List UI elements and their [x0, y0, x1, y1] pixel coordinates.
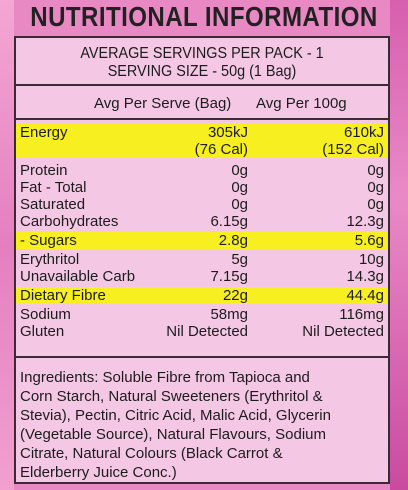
serving-size: SERVING SIZE - 50g (1 Bag) — [107, 63, 297, 80]
ingredients-text: Ingredients: Soluble Fibre from Tapioca … — [20, 369, 331, 481]
row-value-per-100g: 10g — [358, 251, 384, 268]
row-value-per-serve: 2.8g — [218, 232, 248, 249]
background-right-strip — [390, 0, 408, 490]
row-value-per-100g: 14.3g — [346, 268, 384, 285]
row-label: Protein — [20, 162, 68, 179]
column-header-per-serve: Avg Per Serve (Bag) — [94, 95, 232, 112]
table-row-erythritol: Erythritol 5g 10g — [16, 251, 388, 268]
row-label: Saturated — [20, 196, 86, 213]
row-value-per-serve: 0g — [231, 196, 248, 213]
row-value-per-100g: 44.4g — [346, 287, 384, 304]
page-title: NUTRITIONAL INFORMATION — [30, 1, 378, 32]
row-label: Unavailable Carb — [20, 268, 136, 285]
row-value-per-100g: 12.3g — [346, 213, 384, 230]
nutrition-panel: AVERAGE SERVINGS PER PACK - 1 SERVING SI… — [14, 36, 390, 484]
row-value-per-100g: 0g — [367, 179, 384, 196]
row-label: Fat - Total — [20, 179, 87, 196]
servings-per-pack: AVERAGE SERVINGS PER PACK - 1 — [80, 45, 324, 62]
row-value-per-serve: 0g — [231, 179, 248, 196]
row-label: Sodium — [20, 306, 71, 323]
background-left-strip — [0, 0, 14, 490]
column-header-per-100g: Avg Per 100g — [256, 95, 347, 112]
table-row-fat-total: Fat - Total 0g 0g — [16, 179, 388, 196]
row-value-per-100g: 5.6g — [354, 232, 384, 249]
row-value-per-100g: Nil Detected — [302, 323, 384, 340]
row-value-per-serve: 6.15g — [210, 213, 248, 230]
row-value-per-serve: 5g — [231, 251, 248, 268]
divider — [16, 356, 388, 358]
row-value-per-100g: 610kJ — [343, 124, 384, 141]
table-row-calories: (76 Cal) (152 Cal) — [16, 141, 388, 158]
row-value-per-serve: 305kJ — [207, 124, 248, 141]
row-label: Erythritol — [20, 251, 80, 268]
table-row-gluten: Gluten Nil Detected Nil Detected — [16, 323, 388, 340]
table-row-energy: Energy 305kJ 610kJ — [16, 124, 388, 141]
row-label: Gluten — [20, 323, 65, 340]
row-value-per-100g: 0g — [367, 162, 384, 179]
divider — [16, 118, 388, 120]
row-value-per-100g: 116mg — [339, 306, 384, 323]
row-label: Energy — [20, 124, 68, 141]
table-row-unavailable-carb: Unavailable Carb 7.15g 14.3g — [16, 268, 388, 285]
row-label: Dietary Fibre — [20, 287, 106, 304]
row-value-per-serve: 7.15g — [210, 268, 248, 285]
row-value-per-serve: 22g — [222, 287, 248, 304]
divider — [16, 84, 388, 86]
table-row-carbohydrates: Carbohydrates 6.15g 12.3g — [16, 213, 388, 230]
row-value-per-100g: 0g — [367, 196, 384, 213]
table-row-dietary-fibre: Dietary Fibre 22g 44.4g — [16, 287, 388, 304]
table-row-sugars: - Sugars 2.8g 5.6g — [16, 232, 388, 249]
row-value-per-100g: (152 Cal) — [322, 141, 384, 158]
row-value-per-serve: Nil Detected — [166, 323, 248, 340]
table-row-sodium: Sodium 58mg 116mg — [16, 306, 388, 323]
table-row-protein: Protein 0g 0g — [16, 162, 388, 179]
table-row-saturated: Saturated 0g 0g — [16, 196, 388, 213]
row-value-per-serve: 0g — [231, 162, 248, 179]
row-label: - Sugars — [20, 232, 77, 249]
row-value-per-serve: (76 Cal) — [194, 141, 248, 158]
row-label: Carbohydrates — [20, 213, 119, 230]
row-value-per-serve: 58mg — [210, 306, 248, 323]
